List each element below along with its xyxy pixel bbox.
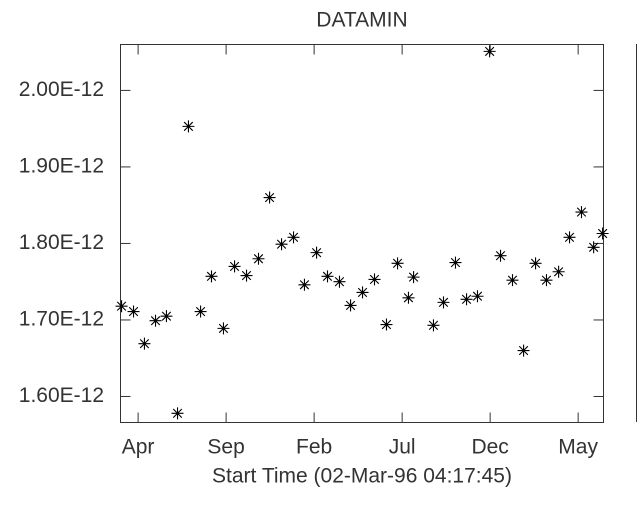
chart-title: DATAMIN bbox=[316, 9, 407, 32]
point bbox=[321, 270, 334, 283]
point bbox=[460, 293, 473, 306]
point bbox=[228, 260, 241, 273]
x-tick-label: Dec bbox=[471, 436, 508, 459]
y-tick-label: 1.90E-12 bbox=[19, 154, 104, 177]
y-tick-label: 1.70E-12 bbox=[19, 308, 104, 331]
point bbox=[449, 256, 462, 269]
point bbox=[344, 299, 357, 312]
point bbox=[356, 286, 369, 299]
point bbox=[483, 45, 496, 58]
point bbox=[252, 252, 265, 265]
point bbox=[275, 238, 288, 251]
point bbox=[149, 314, 162, 327]
point bbox=[171, 407, 184, 420]
point bbox=[391, 257, 404, 270]
point bbox=[575, 206, 588, 219]
point bbox=[471, 290, 484, 303]
point bbox=[529, 257, 542, 270]
point bbox=[263, 191, 276, 204]
x-tick-label: Feb bbox=[296, 436, 332, 459]
x-axis-label: Start Time (02-Mar-96 04:17:45) bbox=[212, 465, 512, 488]
point bbox=[380, 318, 393, 331]
point bbox=[587, 241, 600, 254]
point bbox=[552, 265, 565, 278]
x-tick-label: Sep bbox=[207, 436, 244, 459]
point bbox=[298, 278, 311, 291]
point bbox=[160, 310, 173, 323]
point bbox=[217, 322, 230, 335]
point bbox=[240, 269, 253, 282]
point bbox=[596, 227, 609, 240]
x-tick-label: Jul bbox=[389, 436, 416, 459]
x-tick-label: May bbox=[558, 436, 598, 459]
y-tick-label: 1.60E-12 bbox=[19, 384, 104, 407]
point bbox=[563, 231, 576, 244]
point bbox=[437, 296, 450, 309]
point bbox=[127, 305, 140, 318]
point bbox=[368, 273, 381, 286]
point bbox=[402, 291, 415, 304]
point bbox=[494, 249, 507, 262]
y-tick-label: 1.80E-12 bbox=[19, 231, 104, 254]
point bbox=[115, 300, 128, 313]
point bbox=[287, 231, 300, 244]
point bbox=[205, 270, 218, 283]
point bbox=[333, 275, 346, 288]
point bbox=[506, 274, 519, 287]
point bbox=[517, 344, 530, 357]
point bbox=[182, 120, 195, 133]
point bbox=[540, 274, 553, 287]
point bbox=[194, 305, 207, 318]
point bbox=[138, 337, 151, 350]
x-tick-label: Apr bbox=[122, 436, 155, 459]
point bbox=[407, 271, 420, 284]
point bbox=[427, 319, 440, 332]
point bbox=[310, 246, 323, 259]
y-tick-label: 2.00E-12 bbox=[19, 78, 104, 101]
